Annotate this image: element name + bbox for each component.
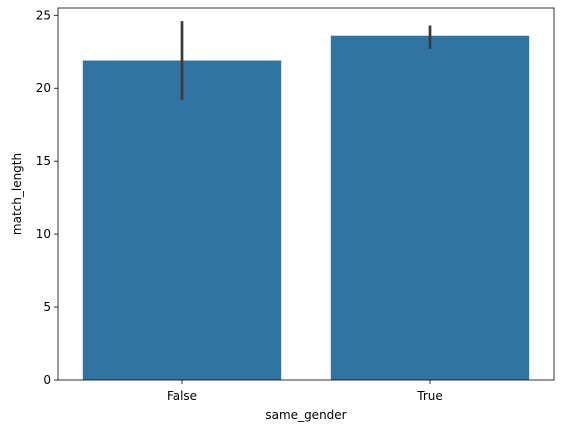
y-tick-label: 10 — [36, 227, 51, 241]
y-tick-label: 20 — [36, 81, 51, 95]
y-tick-label: 5 — [43, 300, 51, 314]
x-tick-label: True — [416, 389, 443, 403]
x-tick-label: False — [167, 389, 197, 403]
y-tick-label: 0 — [43, 373, 51, 387]
y-tick-label: 15 — [36, 154, 51, 168]
bar-false — [82, 60, 282, 381]
y-tick-label: 25 — [36, 8, 51, 22]
x-axis-label: same_gender — [265, 408, 346, 422]
bar-true — [330, 35, 530, 380]
y-axis-label: match_length — [10, 153, 24, 235]
error-bars-group — [180, 21, 432, 100]
x-axis-ticks: False True — [167, 380, 443, 403]
bars-group — [82, 35, 530, 381]
y-axis-ticks: 0 5 10 15 20 25 — [36, 8, 58, 387]
plot-frame — [57, 7, 555, 381]
